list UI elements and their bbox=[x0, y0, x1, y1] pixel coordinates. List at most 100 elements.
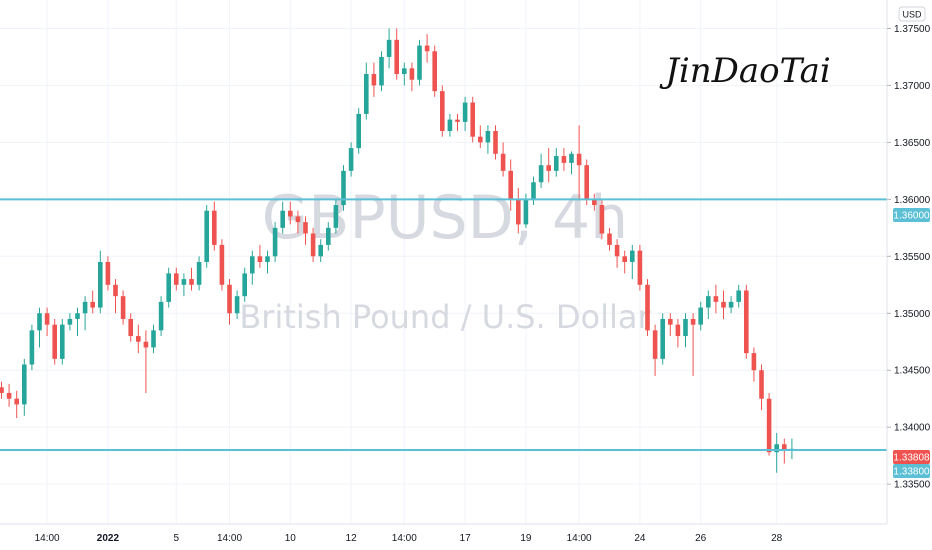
time-tick-label: 26 bbox=[695, 533, 707, 544]
candle-body bbox=[614, 244, 620, 257]
candle-body bbox=[728, 301, 734, 308]
price-tick-label: 1.35000 bbox=[894, 309, 931, 320]
candle-body bbox=[105, 262, 111, 285]
candle-body bbox=[675, 324, 681, 337]
time-tick-label: 17 bbox=[460, 533, 472, 544]
candle-body bbox=[371, 74, 377, 86]
watermark-symbol: GBPUSD, 4h bbox=[262, 183, 628, 253]
price-axis-background[interactable] bbox=[887, 0, 932, 524]
candle-body bbox=[98, 262, 103, 308]
candle-body bbox=[622, 256, 627, 262]
candle-body bbox=[500, 153, 506, 171]
candle-body bbox=[364, 74, 369, 114]
candle-body bbox=[523, 199, 529, 225]
level-price-tag: 1.36000 bbox=[893, 211, 930, 222]
candle-body bbox=[766, 398, 772, 453]
candle-body bbox=[318, 244, 323, 257]
candle-body bbox=[531, 182, 536, 200]
candle-body bbox=[90, 301, 95, 308]
candle-body bbox=[60, 324, 65, 359]
candle-body bbox=[698, 307, 703, 325]
price-tick-label: 1.37000 bbox=[894, 81, 931, 92]
candle-body bbox=[584, 165, 589, 200]
time-tick-label: 14:00 bbox=[35, 533, 60, 544]
time-tick-label: 2022 bbox=[97, 533, 120, 544]
candle-body bbox=[189, 279, 194, 285]
time-tick-label: 14:00 bbox=[567, 533, 592, 544]
candle-body bbox=[561, 156, 567, 163]
price-tick-label: 1.34000 bbox=[894, 423, 931, 434]
candle-body bbox=[22, 364, 27, 405]
candle-body bbox=[265, 256, 270, 262]
candle-body bbox=[637, 250, 643, 285]
candle-body bbox=[599, 205, 605, 234]
candle-body bbox=[508, 170, 513, 200]
price-tags: 1.33808 1.33800 1.36000 bbox=[893, 208, 930, 478]
candle-body bbox=[538, 165, 544, 183]
price-tick-label: 1.36500 bbox=[894, 138, 931, 149]
candle-body bbox=[37, 313, 42, 331]
price-tick-label: 1.36000 bbox=[894, 195, 931, 206]
candle-body bbox=[744, 290, 749, 354]
candle-body bbox=[82, 301, 88, 314]
candle-body bbox=[424, 45, 430, 52]
line-price-tag-bg bbox=[893, 464, 930, 478]
price-axis-ticks: 1.37500 1.37000 1.36500 1.36000 1.35500 1.350… bbox=[887, 24, 931, 491]
candle-body bbox=[242, 273, 247, 297]
candle-body bbox=[493, 131, 498, 154]
candle-body bbox=[272, 227, 278, 257]
time-tick-label: 12 bbox=[346, 533, 358, 544]
horizontal-lines-layer[interactable] bbox=[0, 198, 887, 451]
candle-body bbox=[402, 68, 407, 75]
candle-body bbox=[348, 148, 354, 171]
candle-body bbox=[295, 216, 301, 223]
candle-body bbox=[67, 318, 73, 325]
candle-body bbox=[774, 444, 779, 453]
candle-body bbox=[592, 199, 597, 206]
level-price-tag-bg bbox=[893, 208, 930, 222]
candle-body bbox=[660, 318, 665, 359]
price-tick-label: 1.33500 bbox=[894, 480, 931, 491]
candle-body bbox=[455, 119, 460, 122]
time-tick-label: 14:00 bbox=[217, 533, 242, 544]
signature-logo: JinDaoTai bbox=[659, 51, 831, 91]
line-price-tag: 1.33800 bbox=[893, 467, 930, 478]
candle-body bbox=[174, 273, 179, 285]
candle-body bbox=[630, 250, 635, 262]
candle-body bbox=[736, 290, 741, 302]
price-tick-label: 1.34500 bbox=[894, 366, 931, 377]
currency-badge[interactable] bbox=[898, 6, 926, 22]
time-axis-ticks[interactable]: 2914:002022514:00101214:00171914:0024262… bbox=[0, 533, 783, 544]
last-price-tag: 1.33808 bbox=[893, 453, 930, 464]
candle-body bbox=[143, 341, 149, 348]
candle-body bbox=[310, 233, 316, 257]
candle-body bbox=[44, 313, 50, 325]
candle-body bbox=[683, 318, 688, 337]
candle-body bbox=[706, 296, 711, 308]
candle-body bbox=[166, 273, 171, 302]
price-tick-label: 1.35500 bbox=[894, 252, 931, 263]
time-tick-label: 24 bbox=[634, 533, 646, 544]
candle-body bbox=[447, 119, 453, 131]
candle-body bbox=[759, 370, 764, 399]
candle-body bbox=[75, 313, 80, 319]
price-tick-label: 1.37500 bbox=[894, 24, 931, 35]
last-price-tag-bg bbox=[893, 450, 930, 464]
candle-body bbox=[386, 39, 392, 57]
candle-body bbox=[128, 318, 133, 337]
candle-body bbox=[782, 444, 787, 450]
candle-body bbox=[341, 170, 346, 206]
candle-body bbox=[151, 330, 156, 348]
candle-body bbox=[52, 324, 57, 359]
candle-body bbox=[280, 210, 285, 228]
time-tick-label: 5 bbox=[174, 533, 180, 544]
candle-body bbox=[120, 296, 126, 319]
candle-body bbox=[0, 387, 4, 393]
candle-body bbox=[136, 336, 141, 342]
candle-body bbox=[29, 330, 35, 365]
candle-body bbox=[234, 296, 240, 314]
candle-body bbox=[721, 301, 726, 308]
time-tick-label: 19 bbox=[520, 533, 532, 544]
candle-body bbox=[417, 45, 422, 80]
